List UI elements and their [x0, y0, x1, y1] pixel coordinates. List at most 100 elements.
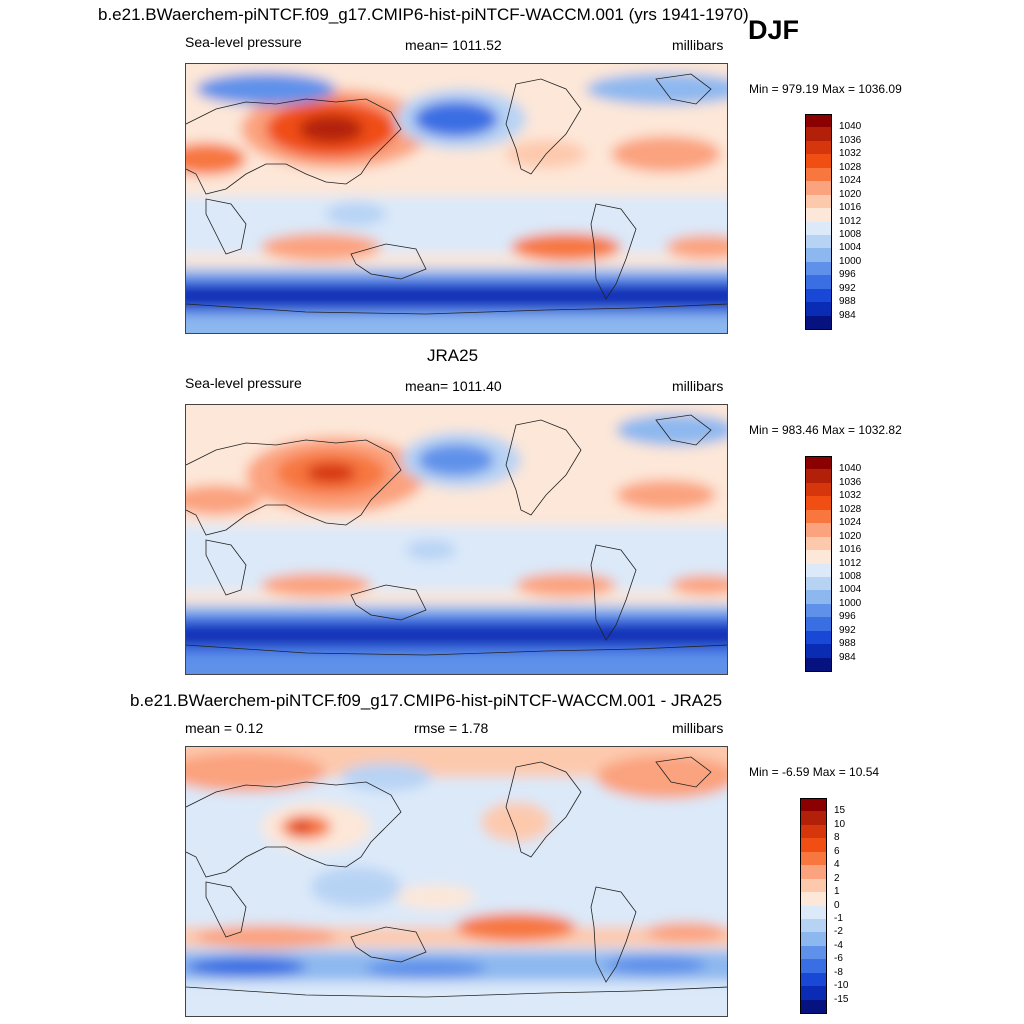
colorbar-swatch: [805, 234, 832, 249]
colorbar-swatch: [800, 999, 827, 1014]
colorbar-swatch: [805, 248, 832, 263]
colorbar-tick-label: 992: [839, 282, 856, 294]
panel2-title: JRA25: [427, 346, 479, 365]
panel3-mean-label: mean = 0.12: [185, 720, 264, 736]
panel1-mean-label: mean= 1011.52: [405, 37, 502, 53]
colorbar-swatch: [800, 865, 827, 880]
colorbar-swatch: [800, 892, 827, 907]
colorbar-swatch: [800, 838, 827, 853]
colorbar-tick-label: 996: [839, 269, 856, 281]
colorbar-tick-label: 1008: [839, 228, 862, 240]
panel1-map: [185, 63, 728, 334]
colorbar-swatch: [805, 315, 832, 330]
colorbar-tick-label: 4: [834, 859, 840, 871]
colorbar-swatch: [805, 127, 832, 142]
colorbar-tick-label: -10: [834, 980, 849, 992]
panel2-left-label: Sea-level pressure: [185, 375, 302, 391]
colorbar-swatch: [805, 140, 832, 155]
colorbar-tick-label: 0: [834, 899, 840, 911]
panel3-field: [186, 747, 727, 1016]
colorbar-swatch: [805, 208, 832, 223]
colorbar-swatch: [800, 851, 827, 866]
colorbar-tick-label: 992: [839, 624, 856, 636]
colorbar-tick-label: 996: [839, 611, 856, 623]
colorbar-swatch: [805, 630, 832, 645]
panel2-mean-label: mean= 1011.40: [405, 378, 502, 394]
colorbar-tick-label: 1024: [839, 175, 862, 187]
panel1-left-label: Sea-level pressure: [185, 34, 302, 50]
colorbar-swatch: [805, 523, 832, 538]
colorbar-tick-label: 8: [834, 832, 840, 844]
colorbar-tick-label: 10: [834, 818, 846, 830]
colorbar-swatch: [800, 905, 827, 920]
colorbar-tick-label: 988: [839, 296, 856, 308]
colorbar-tick-label: 1004: [839, 242, 862, 254]
panel3-title: b.e21.BWaerchem-piNTCF.f09_g17.CMIP6-his…: [130, 691, 723, 710]
colorbar-tick-label: -4: [834, 939, 843, 951]
panel3-units-label: millibars: [672, 720, 724, 736]
panel2-minmax: Min = 983.46 Max = 1032.82: [749, 423, 902, 437]
colorbar-tick-label: 1036: [839, 476, 862, 488]
colorbar-swatch: [805, 194, 832, 209]
colorbar-tick-label: 1040: [839, 463, 862, 475]
colorbar-tick-label: -6: [834, 953, 843, 965]
colorbar-tick-label: 984: [839, 651, 856, 663]
colorbar-swatch: [805, 469, 832, 484]
colorbar-tick-label: 984: [839, 309, 856, 321]
colorbar-swatch: [800, 945, 827, 960]
panel3-minmax: Min = -6.59 Max = 10.54: [749, 765, 880, 779]
colorbar-swatch: [805, 181, 832, 196]
colorbar-tick-label: 1032: [839, 148, 862, 160]
panel1-colorbar: 1040 1036 1032 1028 1024 1020 1016 1012 1008 1004…: [805, 114, 885, 330]
colorbar-tick-label: 1020: [839, 530, 862, 542]
panel1-field: [186, 64, 727, 333]
colorbar-swatch: [805, 154, 832, 169]
panel1-coastlines: [186, 73, 727, 315]
colorbar-swatch: [800, 972, 827, 987]
season-label: DJF: [748, 15, 800, 45]
colorbar-tick-label: 1036: [839, 134, 862, 146]
colorbar-tick-label: 1024: [839, 517, 862, 529]
colorbar-tick-label: 1028: [839, 161, 862, 173]
colorbar-swatch: [805, 536, 832, 551]
panel3-coastlines: [186, 756, 727, 998]
colorbar-tick-label: 1016: [839, 544, 862, 556]
colorbar-tick-label: 6: [834, 845, 840, 857]
colorbar-tick-label: 1012: [839, 215, 862, 227]
colorbar-swatch: [805, 114, 832, 128]
colorbar-tick-label: 1020: [839, 188, 862, 200]
colorbar-swatch: [800, 824, 827, 839]
colorbar-swatch: [800, 811, 827, 826]
colorbar-swatch: [805, 603, 832, 618]
colorbar-tick-label: 1000: [839, 597, 862, 609]
colorbar-swatch: [805, 509, 832, 524]
panel2-map: [185, 404, 728, 675]
colorbar-tick-label: 1032: [839, 490, 862, 502]
colorbar-swatch: [805, 617, 832, 632]
colorbar-tick-label: 988: [839, 638, 856, 650]
panel2-coastlines: [186, 414, 727, 656]
colorbar-tick-label: 1: [834, 886, 840, 898]
colorbar-tick-label: 1008: [839, 570, 862, 582]
colorbar-tick-label: 1040: [839, 121, 862, 133]
panel3-rmse-label: rmse = 1.78: [414, 720, 489, 736]
colorbar-tick-label: -8: [834, 966, 843, 978]
colorbar-tick-label: -15: [834, 993, 849, 1005]
colorbar-swatch: [805, 482, 832, 497]
panel1-units-label: millibars: [672, 37, 724, 53]
colorbar-tick-label: 1016: [839, 202, 862, 214]
colorbar-swatch: [805, 288, 832, 303]
colorbar-swatch: [805, 563, 832, 578]
panel2-field: [186, 405, 727, 674]
colorbar-tick-label: 1028: [839, 503, 862, 515]
colorbar-tick-label: 15: [834, 805, 846, 817]
colorbar-swatch: [805, 496, 832, 511]
colorbar-swatch: [800, 918, 827, 933]
colorbar-swatch: [800, 986, 827, 1001]
figure-title: b.e21.BWaerchem-piNTCF.f09_g17.CMIP6-his…: [98, 5, 749, 24]
colorbar-swatch: [805, 576, 832, 591]
panel2-units-label: millibars: [672, 378, 724, 394]
colorbar-tick-label: 1012: [839, 557, 862, 569]
colorbar-tick-label: -2: [834, 926, 843, 938]
colorbar-swatch: [805, 550, 832, 565]
